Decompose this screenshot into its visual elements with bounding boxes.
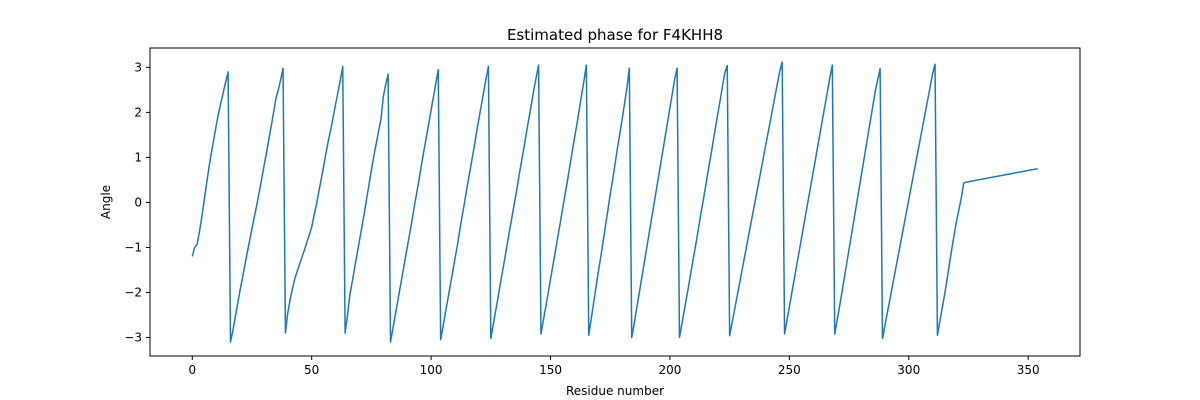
y-tick-label: 0 bbox=[134, 195, 142, 209]
y-tick-label: 1 bbox=[134, 150, 142, 164]
x-tick-label: 350 bbox=[1017, 363, 1040, 377]
x-tick-label: 250 bbox=[778, 363, 801, 377]
x-tick-label: 50 bbox=[304, 363, 319, 377]
y-tick-label: −1 bbox=[124, 240, 142, 254]
chart-title: Estimated phase for F4KHH8 bbox=[507, 26, 723, 44]
x-axis-label: Residue number bbox=[566, 384, 664, 398]
y-axis-label: Angle bbox=[99, 185, 113, 219]
x-tick-label: 0 bbox=[188, 363, 196, 377]
phase-series-line bbox=[191, 61, 1038, 343]
y-axis-ticks: −3 −2 −1 0 1 2 3 bbox=[124, 60, 150, 345]
x-axis-ticks: 0 50 100 150 200 250 300 350 bbox=[188, 356, 1040, 377]
x-tick-label: 100 bbox=[420, 363, 443, 377]
plot-area-frame bbox=[149, 47, 1081, 357]
x-tick-label: 300 bbox=[897, 363, 920, 377]
x-tick-label: 200 bbox=[658, 363, 681, 377]
y-tick-label: 2 bbox=[134, 105, 142, 119]
series-layer bbox=[191, 61, 1038, 343]
y-tick-label: −2 bbox=[124, 286, 142, 300]
y-tick-label: −3 bbox=[124, 331, 142, 345]
x-tick-label: 150 bbox=[539, 363, 562, 377]
y-tick-label: 3 bbox=[134, 60, 142, 74]
